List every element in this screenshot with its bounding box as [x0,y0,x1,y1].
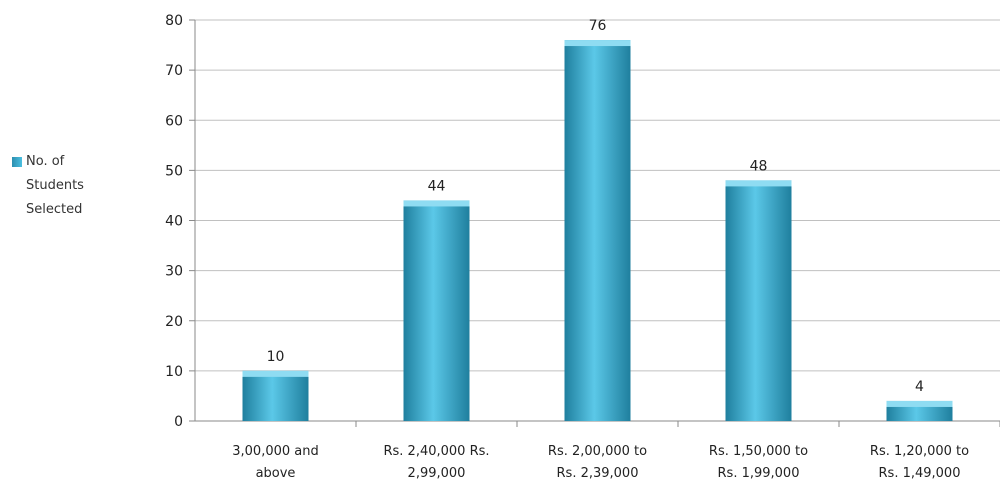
x-category-label: Rs. 2,39,000 [557,466,639,481]
x-category-label: Rs. 1,50,000 to [709,444,808,459]
y-tick-label: 60 [165,113,183,129]
bar-top-cap [725,180,792,187]
x-category-label: Rs. 1,20,000 to [870,444,969,459]
bar-top-cap [403,200,470,207]
bar [403,200,470,421]
bar-top-cap [564,40,631,47]
y-tick-label: 70 [165,63,183,79]
y-tick-label: 40 [165,214,183,230]
x-category-label: Rs. 1,99,000 [718,466,800,481]
bar [564,40,631,422]
legend-label-line-3: Selected [26,202,83,217]
data-label: 4 [915,379,924,395]
data-label: 48 [750,158,768,174]
x-category-label: Rs. 1,49,000 [879,466,961,481]
y-tick-label: 30 [165,264,183,280]
data-label: 76 [589,18,607,34]
y-tick-label: 50 [165,163,183,179]
x-category-label: Rs. 2,40,000 Rs. [383,444,489,459]
legend-label-line-1: No. of [26,154,65,169]
x-category-label: Rs. 2,00,000 to [548,444,647,459]
x-category-label: 2,99,000 [408,466,466,481]
y-tick-label: 10 [165,364,183,380]
y-tick-label: 0 [174,414,183,430]
legend-swatch [12,157,22,167]
x-category-label: above [256,466,296,481]
legend-item: No. of [12,150,132,174]
legend: No. of Students Selected [12,150,132,222]
data-label: 10 [267,349,285,365]
bar-top-cap [886,400,953,407]
bar [242,370,309,421]
y-tick-label: 80 [165,13,183,29]
bar-top-cap [242,370,309,377]
x-category-label: 3,00,000 and [232,444,318,459]
bar [725,180,792,421]
legend-label-line-2: Students [26,178,84,193]
data-label: 44 [428,178,446,194]
y-tick-label: 20 [165,314,183,330]
